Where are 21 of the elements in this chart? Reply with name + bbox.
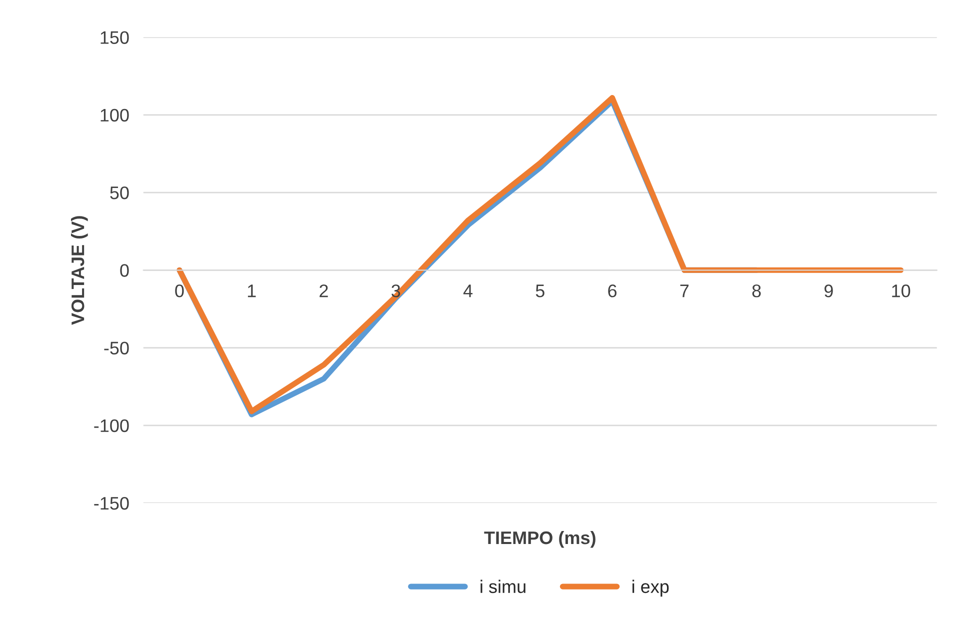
y-tick-label: 50 [110, 186, 129, 200]
x-tick-label: 8 [752, 284, 761, 298]
y-tick-label: -50 [104, 342, 129, 354]
y-tick-label: 150 [100, 31, 129, 44]
x-axis-title: TIEMPO (ms) [484, 530, 596, 548]
x-tick-label: 10 [892, 284, 910, 298]
x-tick-label: 2 [320, 284, 328, 298]
legend-label: i simu [480, 580, 526, 594]
y-axis-title: VOLTAJE (V) [70, 216, 88, 325]
x-tick-label: 1 [248, 284, 256, 298]
x-tick-label: 5 [536, 284, 544, 298]
y-tick-label: 100 [100, 108, 129, 122]
legend-label: i exp [632, 580, 669, 597]
x-tick-label: 9 [824, 284, 833, 298]
x-tick-label: 7 [680, 284, 689, 298]
y-tick-label: -150 [94, 496, 129, 510]
y-tick-label: -100 [94, 419, 129, 432]
x-tick-label: 0 [175, 284, 184, 298]
x-tick-label: 6 [608, 284, 616, 298]
y-tick-label: 0 [120, 264, 129, 277]
x-tick-label: 4 [463, 284, 472, 298]
